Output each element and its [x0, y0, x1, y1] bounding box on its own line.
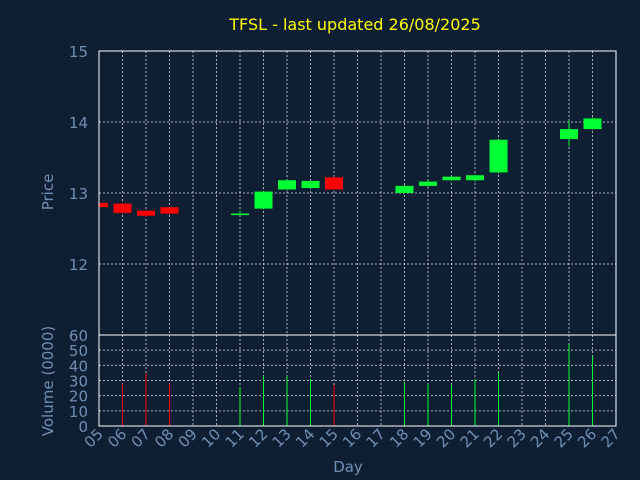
day-tick-label: 27 — [598, 425, 624, 451]
volume-panel: 0102030405060050607080910111213141516171… — [69, 327, 624, 451]
price-tick-label: 12 — [69, 256, 88, 274]
candle-body — [137, 210, 155, 216]
candle-body — [442, 176, 461, 181]
candle-body — [160, 207, 179, 214]
day-tick-label: 07 — [128, 425, 154, 451]
price-panel: 12 13 14 15 — [69, 43, 617, 336]
day-tick-label: 10 — [198, 425, 224, 451]
candle-body — [113, 203, 132, 213]
candle-body — [560, 129, 578, 140]
volume-tick-label: 50 — [69, 342, 88, 360]
day-tick-label: 15 — [316, 425, 342, 451]
candle-body — [278, 180, 296, 190]
day-tick-label: 25 — [551, 425, 577, 451]
chart-title: TFSL - last updated 26/08/2025 — [228, 15, 481, 34]
day-tick-label: 24 — [527, 425, 553, 451]
candle-body — [231, 213, 249, 216]
day-tick-label: 08 — [151, 425, 177, 451]
candle-body — [583, 118, 602, 130]
volume-tick-label: 20 — [69, 388, 88, 406]
day-tick-label: 13 — [269, 425, 295, 451]
candle-body — [466, 175, 484, 181]
candle-body — [489, 139, 508, 173]
day-tick-label: 18 — [386, 425, 412, 451]
day-tick-label: 11 — [222, 425, 248, 451]
day-tick-label: 12 — [245, 425, 271, 451]
volume-tick-label: 40 — [69, 357, 88, 375]
price-tick-label: 13 — [69, 185, 88, 203]
price-tick-label: 14 — [69, 114, 88, 132]
day-tick-label: 09 — [175, 425, 201, 451]
volume-tick-label: 10 — [69, 403, 88, 421]
day-tick-label: 16 — [339, 425, 365, 451]
candle-body — [99, 202, 108, 208]
day-tick-label: 19 — [410, 425, 436, 451]
volume-frame — [98, 334, 617, 427]
volume-tick-label: 60 — [69, 327, 88, 345]
candle-body — [325, 177, 343, 190]
candle-body — [395, 185, 414, 193]
day-tick-label: 22 — [480, 425, 506, 451]
day-tick-label: 06 — [104, 425, 130, 451]
price-tick-label: 15 — [69, 43, 88, 61]
day-axis-label: Day — [333, 458, 363, 476]
volume-axis-label: Volume (0000) — [39, 326, 57, 436]
day-tick-label: 21 — [457, 425, 483, 451]
price-axis-label: Price — [39, 174, 57, 211]
candle-body — [301, 180, 320, 189]
day-tick-label: 17 — [363, 425, 389, 451]
day-tick-label: 26 — [574, 425, 600, 451]
volume-tick-label: 30 — [69, 373, 88, 391]
day-tick-label: 20 — [433, 425, 459, 451]
candle-body — [419, 181, 437, 186]
day-tick-label: 14 — [292, 425, 318, 451]
candle-body — [254, 191, 273, 209]
volume-tick-label: 0 — [78, 418, 88, 436]
day-tick-label: 23 — [504, 425, 530, 451]
